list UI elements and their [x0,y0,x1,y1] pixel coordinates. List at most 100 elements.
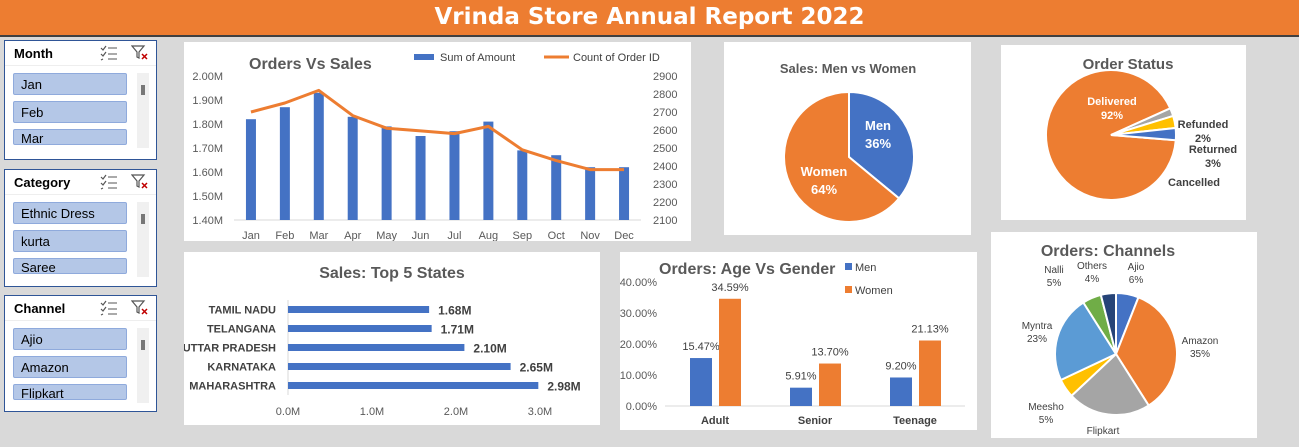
category-slicer[interactable]: Category Ethnic Dress kurta Saree [4,169,157,287]
y2-tick-label: 2400 [653,161,677,173]
state-label: KARNATAKA [207,362,276,374]
legend-men-swatch [845,263,852,270]
bar-value-label: 34.59% [711,282,749,294]
scrollbar-thumb[interactable] [141,340,145,350]
y2-tick-label: 2700 [653,107,677,119]
orders-vs-sales-chart: Orders Vs Sales Sum of Amount Count of O… [192,52,677,242]
x-tick-label: 0.0M [276,406,300,418]
slice-label: Amazon [1182,336,1219,347]
multi-select-icon[interactable] [100,45,118,61]
y-tick-label: 40.00% [620,277,657,289]
bar-sum-of-amount [245,119,256,220]
slice-value: 5% [1039,415,1054,426]
y2-tick-label: 2100 [653,215,677,227]
x-tick-label: 3.0M [528,406,552,418]
top-states-chart: Sales: Top 5 States TAMIL NADU 1.68M TELAN… [183,265,581,418]
y2-tick-label: 2600 [653,125,677,137]
clear-filter-icon[interactable] [130,174,149,190]
slicer-header: Channel [5,296,156,321]
slice-label-returned: Returned [1189,144,1237,156]
legend-women: Women [855,285,893,297]
men-vs-women-chart: Sales: Men vs Women Men 36% Women 64% [780,61,916,223]
bar-sum-of-amount [517,150,528,220]
channel-slicer[interactable]: Channel Ajio Amazon Flipkart [4,295,157,412]
x-tick-label: Aug [479,230,499,241]
slicer-item[interactable]: Amazon [13,356,127,378]
slicer-item[interactable]: kurta [13,230,127,252]
pie-slice [1099,291,1117,355]
bar-women [719,298,741,406]
bar-value-label: 2.65M [520,361,553,375]
bar-state [288,382,539,389]
slicer-item[interactable]: Mar [13,129,127,145]
scrollbar-thumb[interactable] [141,85,145,95]
chart-title: Orders: Channels [1041,243,1175,260]
slice-label-cancelled: Cancelled [1168,177,1220,189]
x-tick-label: Jan [242,230,260,241]
month-slicer[interactable]: Month Jan Feb Mar [4,40,157,160]
legend-count-of-order-id: Count of Order ID [573,52,660,64]
slice-value-refunded: 2% [1195,133,1211,145]
bar-sum-of-amount [449,131,460,220]
state-label: MAHARASHTRA [189,381,276,393]
y-tick-label: 10.00% [620,370,657,382]
multi-select-icon[interactable] [100,174,118,190]
pie-slice [1054,301,1118,382]
slicer-title: Category [14,175,71,190]
clear-filter-icon[interactable] [130,300,149,316]
legend-sum-of-amount: Sum of Amount [440,52,515,64]
bar-women [819,363,841,406]
bar-value-label: 13.70% [811,347,849,359]
bar-sum-of-amount [279,107,290,220]
line-count-of-order-id [250,88,625,172]
bar-sum-of-amount [347,116,358,220]
channels-panel: Orders: Channels Ajio 6% Amazon 35% Flipkart… [991,232,1257,447]
slice-value: 35% [1190,349,1210,360]
age-vs-gender-panel: Orders: Age Vs Gender Men Women 0.00% 10.… [620,252,977,430]
slicer-scrollbar[interactable] [137,73,149,148]
bar-value-label: 21.13% [911,323,949,335]
x-tick-label: Jul [447,230,461,241]
x-tick-label: Adult [701,415,729,427]
multi-select-icon[interactable] [100,300,118,316]
slicer-item[interactable]: Ethnic Dress [13,202,127,224]
y2-tick-label: 2500 [653,143,677,155]
slicer-item[interactable]: Feb [13,101,127,123]
scrollbar-thumb[interactable] [141,214,145,224]
bar-value-label: 1.68M [438,304,471,318]
slice-label: Ajio [1128,262,1145,273]
slicer-scrollbar[interactable] [137,202,149,277]
slicer-item[interactable]: Flipkart [13,384,127,400]
chart-title: Order Status [1083,56,1174,73]
x-tick-label: Feb [275,230,294,241]
slicer-item[interactable]: Jan [13,73,127,95]
bar-value-label: 15.47% [682,341,720,353]
slicer-items: Jan Feb Mar [13,73,127,151]
x-tick-label: May [376,230,397,241]
slicer-item[interactable]: Ajio [13,328,127,350]
y-tick-label: 30.00% [620,308,657,320]
slicer-item[interactable]: Saree [13,258,127,274]
y-tick-label: 0.00% [626,401,657,413]
slice-label-delivered: Delivered [1087,96,1137,108]
slicer-header: Month [5,41,156,66]
slicer-header: Category [5,170,156,195]
x-tick-label: 1.0M [360,406,384,418]
x-tick-label: Apr [344,230,361,241]
bar-sum-of-amount [381,126,392,220]
slice-label-men: Men [865,118,891,133]
chart-title: Sales: Men vs Women [780,61,916,76]
bar-sum-of-amount [313,92,324,220]
y2-tick-label: 2800 [653,89,677,101]
legend-women-swatch [845,286,852,293]
bar-sum-of-amount [483,121,494,220]
men-vs-women-panel: Sales: Men vs Women Men 36% Women 64% [724,42,971,235]
clear-filter-icon[interactable] [130,45,149,61]
slice-value: 23% [1027,334,1047,345]
pie-slice [1114,295,1178,407]
slice-label-refunded: Refunded [1178,119,1229,131]
bar-state [288,306,430,313]
slicer-scrollbar[interactable] [137,328,149,403]
pie-slice [1070,352,1151,416]
bar-state [288,344,465,351]
